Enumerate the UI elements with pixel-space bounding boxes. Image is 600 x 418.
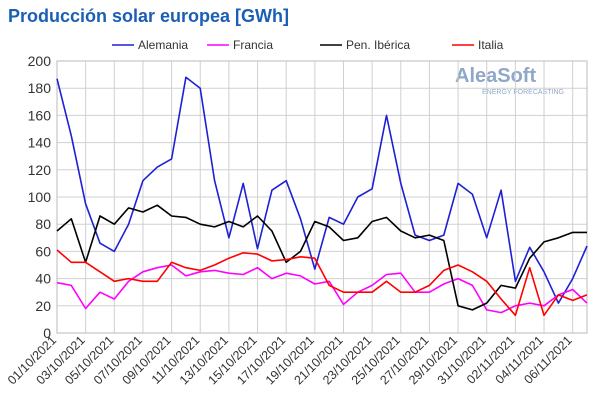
y-tick-label: 100 — [28, 189, 52, 205]
series-line — [56, 249, 588, 317]
series-line — [56, 76, 588, 304]
plot-frame — [56, 60, 588, 334]
series-line — [56, 204, 587, 311]
legend-label: Pen. Ibérica — [346, 38, 410, 52]
y-tick-label: 80 — [35, 216, 51, 232]
y-tick-label: 120 — [28, 162, 52, 178]
y-tick-label: 40 — [35, 271, 51, 287]
y-tick-label: 180 — [28, 80, 52, 96]
chart-title: Producción solar europea [GWh] — [8, 6, 289, 26]
y-tick-label: 0 — [43, 325, 51, 341]
legend-label: Alemania — [138, 38, 188, 52]
logo-tagline: ENERGY FORECASTING — [482, 89, 564, 96]
legend-label: Italia — [478, 38, 504, 52]
legend-label: Francia — [233, 38, 273, 52]
y-tick-label: 140 — [28, 135, 52, 151]
y-tick-label: 160 — [28, 107, 52, 123]
series-line — [56, 264, 588, 314]
y-tick-label: 60 — [35, 243, 51, 259]
y-tick-label: 200 — [28, 53, 52, 69]
y-tick-label: 20 — [35, 298, 51, 314]
logo-name: AleaSoft — [455, 65, 536, 87]
